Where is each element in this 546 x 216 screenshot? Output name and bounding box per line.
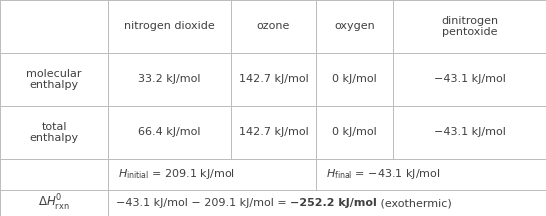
Text: −43.1 kJ/mol − 209.1 kJ/mol =: −43.1 kJ/mol − 209.1 kJ/mol = (116, 198, 290, 208)
Text: 142.7 kJ/mol: 142.7 kJ/mol (239, 127, 308, 137)
Text: 142.7 kJ/mol: 142.7 kJ/mol (239, 74, 308, 84)
Text: 0 kJ/mol: 0 kJ/mol (332, 127, 377, 137)
Text: −43.1 kJ/mol: −43.1 kJ/mol (434, 127, 506, 137)
Text: total
enthalpy: total enthalpy (29, 122, 79, 143)
Text: nitrogen dioxide: nitrogen dioxide (124, 21, 215, 32)
Text: 0 kJ/mol: 0 kJ/mol (332, 74, 377, 84)
Text: (exothermic): (exothermic) (377, 198, 452, 208)
Text: oxygen: oxygen (334, 21, 375, 32)
Text: 66.4 kJ/mol: 66.4 kJ/mol (138, 127, 201, 137)
Text: $\mathit{H}_{\mathrm{final}}$ = −43.1 kJ/mol: $\mathit{H}_{\mathrm{final}}$ = −43.1 kJ… (326, 167, 441, 181)
Text: molecular
enthalpy: molecular enthalpy (26, 69, 82, 90)
Text: −43.1 kJ/mol: −43.1 kJ/mol (434, 74, 506, 84)
Text: dinitrogen
pentoxide: dinitrogen pentoxide (441, 16, 498, 37)
Text: ozone: ozone (257, 21, 290, 32)
Text: −252.2 kJ/mol: −252.2 kJ/mol (290, 198, 377, 208)
Text: $\Delta H^0_{\mathrm{rxn}}$: $\Delta H^0_{\mathrm{rxn}}$ (38, 193, 70, 213)
Text: $\mathit{H}_{\mathrm{initial}}$ = 209.1 kJ/mol: $\mathit{H}_{\mathrm{initial}}$ = 209.1 … (118, 167, 235, 181)
Text: 33.2 kJ/mol: 33.2 kJ/mol (138, 74, 201, 84)
